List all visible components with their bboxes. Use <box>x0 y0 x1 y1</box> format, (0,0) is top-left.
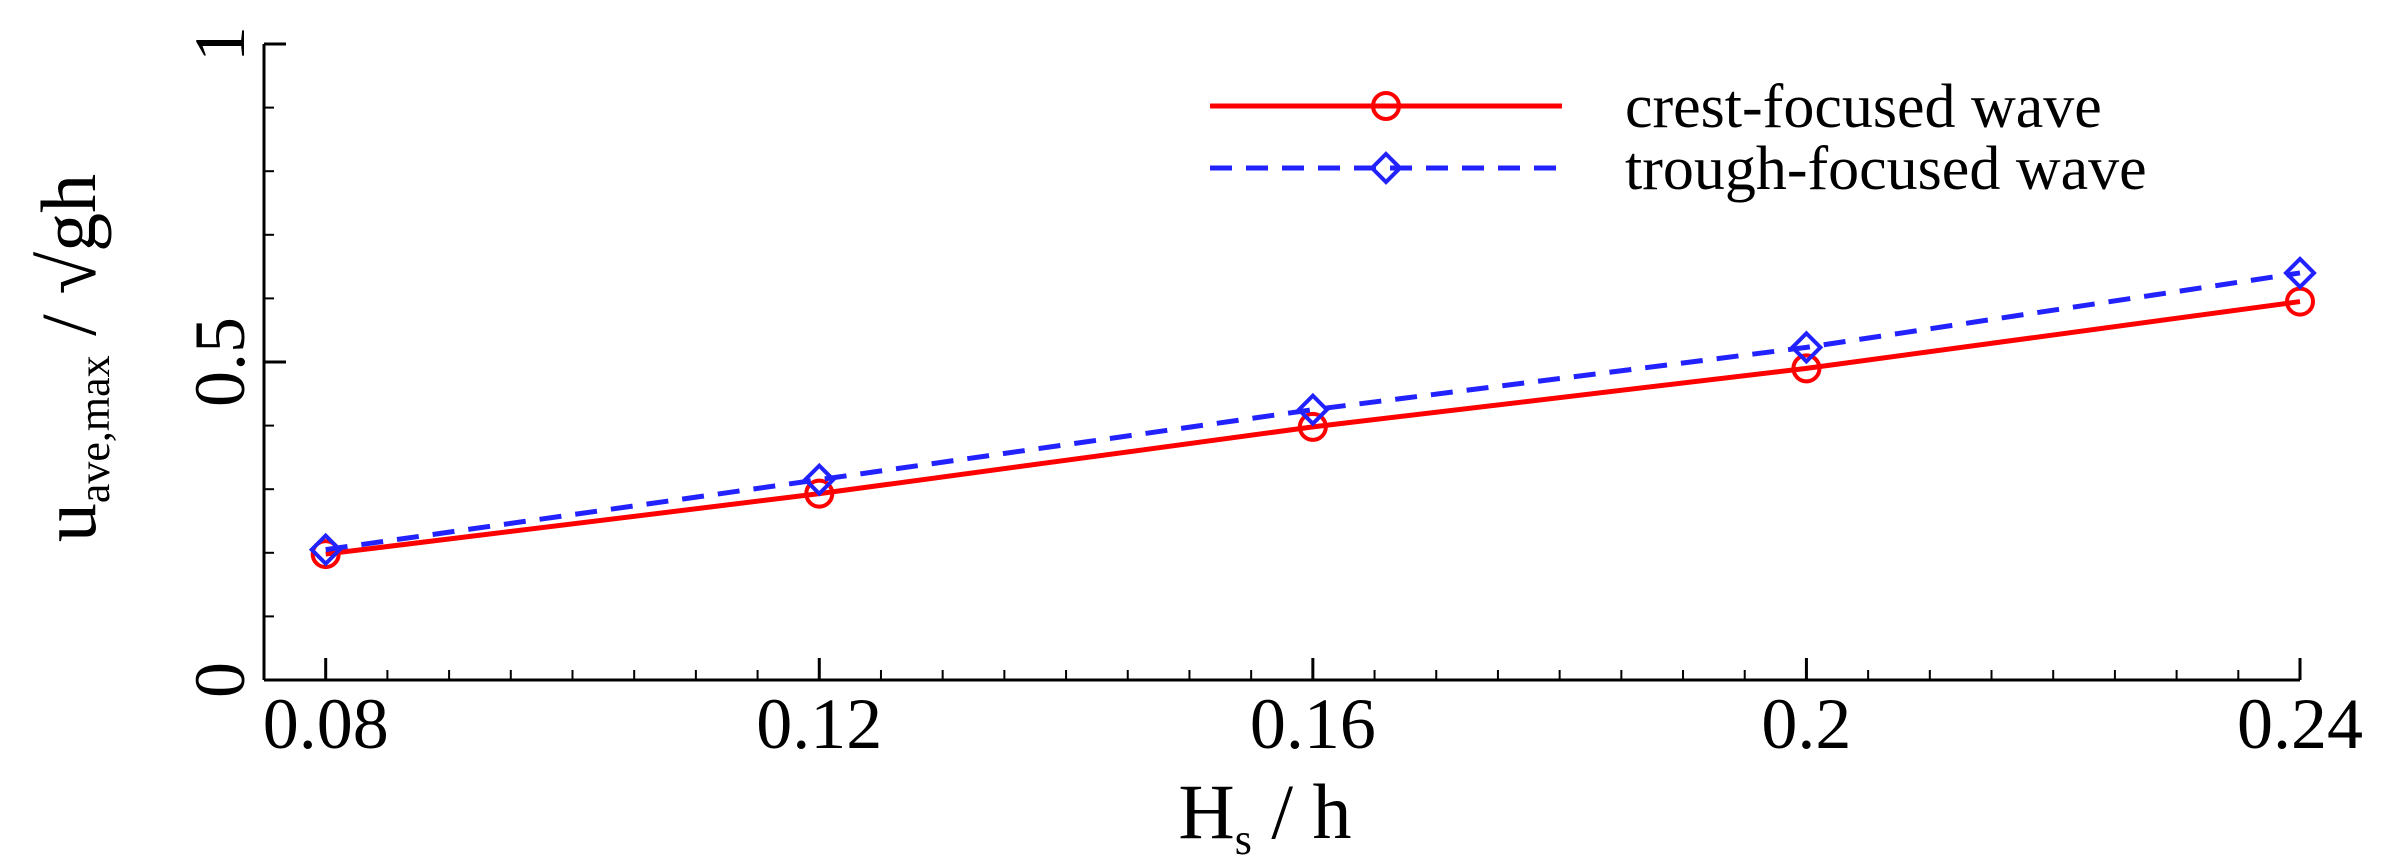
x-tick-label: 0.16 <box>1250 684 1376 764</box>
data-point <box>804 478 835 509</box>
data-point <box>310 539 341 570</box>
y-axis-title-sub: ave,max <box>70 355 119 503</box>
x-axis-title-main: H <box>1178 768 1234 855</box>
x-tick-label: 0.2 <box>1761 684 1851 764</box>
data-series <box>308 256 2317 570</box>
data-point <box>308 532 343 567</box>
x-axis-title-sub: s <box>1235 815 1252 864</box>
legend-marker-crest <box>1371 91 1401 121</box>
data-point <box>1789 330 1824 365</box>
legend: crest-focused wave trough-focused wave <box>1210 73 2147 203</box>
y-axis-title-main: u <box>25 503 112 542</box>
y-axis-title: uave,max / √gh <box>25 174 119 542</box>
x-tick-label: 0.08 <box>263 684 389 764</box>
data-point <box>1297 411 1328 442</box>
series-trough <box>308 256 2317 567</box>
data-point <box>2283 256 2317 290</box>
x-tick-label: 0.12 <box>756 684 882 764</box>
x-axis-title-rest: / h <box>1252 768 1352 855</box>
legend-label-trough: trough-focused wave <box>1625 135 2147 203</box>
data-point <box>802 462 837 497</box>
series-crest <box>310 286 2315 570</box>
legend-label-crest: crest-focused wave <box>1625 73 2102 141</box>
y-axis-title-rest: / √gh <box>25 174 112 355</box>
series-line <box>325 270 2301 553</box>
y-tick-label: 0 <box>180 662 260 698</box>
legend-marker-trough <box>1369 151 1403 185</box>
data-point <box>1791 353 1822 384</box>
y-tick-label: 0.5 <box>180 317 260 407</box>
axis-ticks: 0.08 0.12 0.16 0.2 0.24 0 0.5 1 <box>180 26 2363 764</box>
legend-item-crest: crest-focused wave <box>1210 73 2102 141</box>
legend-item-trough: trough-focused wave <box>1210 135 2147 203</box>
y-tick-label: 1 <box>180 26 260 62</box>
x-axis-title: Hs / h <box>1178 768 1351 864</box>
series-line <box>325 299 2301 557</box>
x-tick-label: 0.24 <box>2237 684 2363 764</box>
data-point <box>1296 392 1330 427</box>
